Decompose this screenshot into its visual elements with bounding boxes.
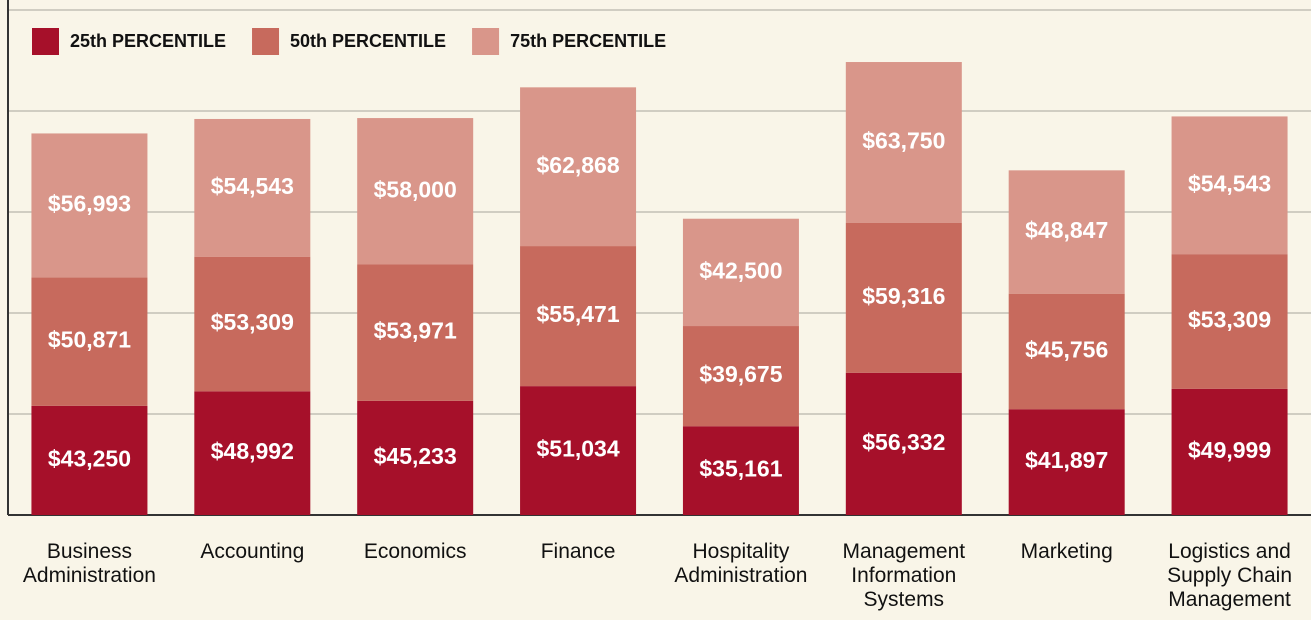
value-label: $41,897: [1025, 447, 1108, 473]
value-label: $35,161: [699, 456, 782, 482]
value-label: $42,500: [699, 257, 782, 283]
value-label: $48,992: [211, 438, 294, 464]
bar-segment: [520, 87, 637, 247]
bar-segment: [682, 326, 799, 427]
bar-segment: [1008, 170, 1125, 294]
legend-label: 25th PERCENTILE: [70, 31, 226, 51]
value-label: $54,543: [211, 173, 294, 199]
bar-segment: [845, 222, 962, 373]
bar-segment: [520, 246, 637, 387]
x-tick-label: Finance: [541, 540, 616, 563]
bar-segment: [1008, 293, 1125, 410]
bar-segment: [845, 62, 962, 223]
value-label: $49,999: [1188, 437, 1271, 463]
bar-segment: [31, 405, 148, 515]
value-label: $45,233: [374, 443, 457, 469]
legend-swatch: [252, 28, 280, 55]
value-label: $56,993: [48, 190, 131, 216]
value-label: $58,000: [374, 176, 457, 202]
x-tick-label: Logistics and Supply Chain Management: [1167, 540, 1292, 611]
value-label: $62,868: [536, 152, 619, 178]
bar-segment: [31, 133, 148, 278]
x-tick-label: Hospitality Administration: [674, 540, 807, 587]
legend-swatch: [472, 28, 500, 55]
bar-segment: [357, 118, 474, 265]
bar-segment: [194, 391, 311, 515]
legend-swatch: [32, 28, 59, 55]
value-label: $48,847: [1025, 217, 1108, 243]
bar-segment: [1171, 116, 1288, 255]
value-label: $55,471: [536, 301, 619, 327]
value-label: $59,316: [862, 283, 945, 309]
bar-segment: [31, 277, 148, 406]
value-label: $43,250: [48, 445, 131, 471]
bar-segment: [357, 400, 474, 515]
value-label: $56,332: [862, 429, 945, 455]
bar-segment: [1008, 409, 1125, 515]
value-label: $53,971: [374, 318, 457, 344]
value-label: $45,756: [1025, 337, 1108, 363]
x-tick-label: Accounting: [200, 540, 304, 563]
bar-segment: [357, 264, 474, 401]
x-tick-label: Business Administration: [23, 540, 156, 587]
x-tick-label: Management Information Systems: [843, 540, 966, 611]
x-tick-label: Economics: [364, 540, 467, 563]
bar-segment: [194, 256, 311, 392]
bar-segment: [520, 386, 637, 515]
value-label: $53,309: [211, 309, 294, 335]
x-tick-label: Marketing: [1021, 540, 1113, 563]
bar-segment: [682, 426, 799, 515]
value-label: $54,543: [1188, 170, 1271, 196]
bar-segment: [1171, 388, 1288, 515]
bar-segment: [1171, 254, 1288, 389]
bar-segment: [682, 218, 799, 327]
value-label: $63,750: [862, 128, 945, 154]
legend-label: 75th PERCENTILE: [510, 31, 666, 51]
value-label: $50,871: [48, 327, 131, 353]
value-label: $39,675: [699, 361, 782, 387]
bar-segment: [845, 372, 962, 515]
legend-label: 50th PERCENTILE: [290, 31, 446, 51]
bar-segment: [194, 118, 311, 257]
value-label: $51,034: [536, 436, 619, 462]
value-label: $53,309: [1188, 307, 1271, 333]
